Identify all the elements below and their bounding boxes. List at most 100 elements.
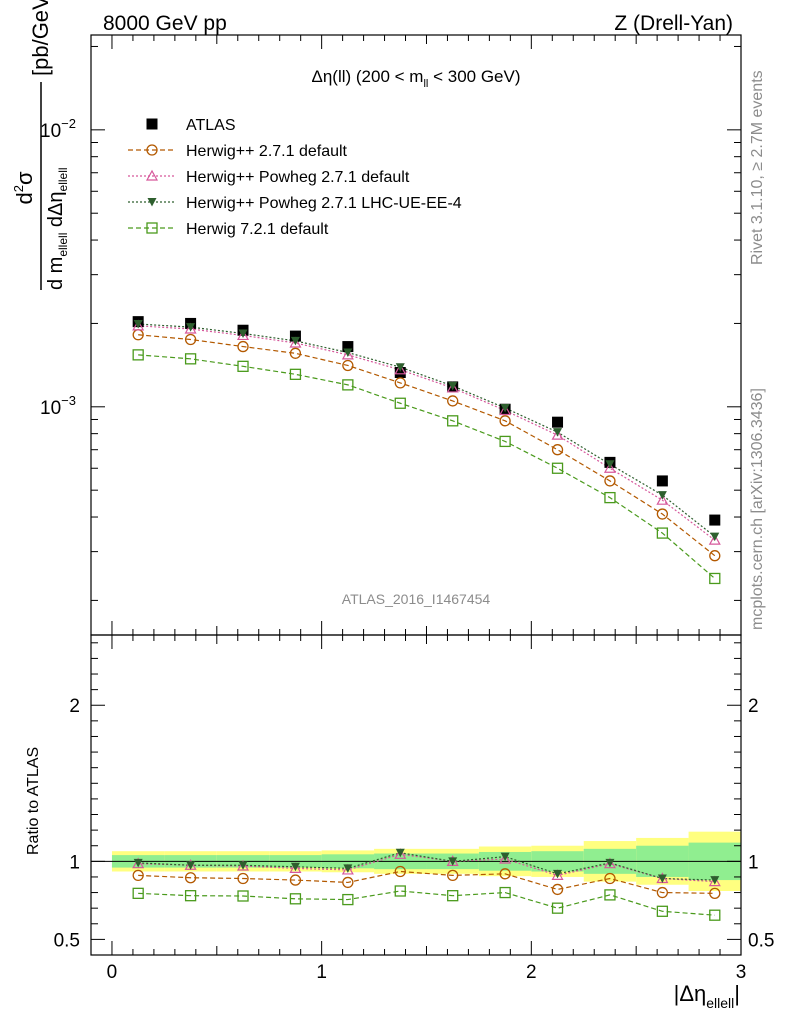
main-line-herwig-powheg-2-7-1-lhc-ue-ee-4 — [138, 323, 716, 538]
ratio-y-tick-label-left: 0.5 — [54, 930, 80, 951]
ratio-point-herwig-2-7-1-default — [499, 868, 511, 880]
main-point-atlas — [394, 367, 406, 379]
ratio-point-herwig-7-2-1-default — [551, 902, 564, 914]
main-point-herwig-powheg-2-7-1-lhc-ue-ee-4 — [133, 320, 143, 329]
main-point-herwig-7-2-1-default — [237, 360, 249, 372]
main-point-herwig-powheg-2-7-1-default — [236, 329, 250, 341]
main-point-herwig-2-7-1-default — [656, 508, 669, 520]
ratio-point-herwig-powheg-2-7-1-lhc-ue-ee-4 — [500, 852, 510, 862]
header-left-label: 8000 GeV pp — [103, 12, 227, 35]
main-point-atlas — [552, 416, 564, 428]
main-point-herwig-7-2-1-default — [656, 527, 669, 539]
legend-marker-atlas — [146, 118, 158, 130]
ratio-line-herwig-7-2-1-default — [138, 890, 715, 916]
main-y-tick-label: 10−2 — [40, 116, 76, 142]
ratio-point-herwig-2-7-1-default — [447, 869, 459, 882]
ratio-y-axis-label: Ratio to ATLAS — [25, 747, 42, 855]
ratio-point-herwig-2-7-1-default — [551, 883, 564, 896]
ratio-y-tick-label-right: 1 — [748, 852, 759, 873]
ratio-point-herwig-powheg-2-7-1-default — [289, 862, 302, 873]
main-point-herwig-powheg-2-7-1-lhc-ue-ee-4 — [605, 460, 615, 469]
main-point-herwig-7-2-1-default — [184, 353, 197, 365]
ratio-point-herwig-powheg-2-7-1-default — [394, 848, 407, 859]
ratio-point-herwig-2-7-1-default — [184, 872, 197, 884]
ratio-point-herwig-7-2-1-default — [237, 890, 249, 902]
main-point-herwig-powheg-2-7-1-default — [603, 462, 616, 473]
main-point-herwig-powheg-2-7-1-default — [708, 533, 721, 545]
ratio-point-herwig-powheg-2-7-1-lhc-ue-ee-4 — [186, 861, 196, 870]
ratio-point-herwig-powheg-2-7-1-default — [708, 875, 721, 887]
main-point-herwig-powheg-2-7-1-default — [394, 363, 407, 375]
main-point-herwig-powheg-2-7-1-lhc-ue-ee-4 — [186, 323, 196, 332]
main-panel-title: Δη(ll) (200 < mll < 300 GeV) — [311, 67, 520, 90]
ratio-point-herwig-2-7-1-default — [394, 865, 406, 878]
ratio-point-herwig-2-7-1-default — [709, 887, 721, 899]
main-line-herwig-2-7-1-default — [138, 334, 716, 557]
main-point-herwig-powheg-2-7-1-lhc-ue-ee-4 — [710, 532, 720, 542]
main-point-herwig-7-2-1-default — [289, 368, 302, 380]
legend-label-herwig-powheg-2-7-1-lhc-ue-ee-4: Herwig++ Powheg 2.7.1 LHC-UE-EE-4 — [186, 195, 462, 212]
main-point-herwig-powheg-2-7-1-lhc-ue-ee-4 — [553, 428, 563, 437]
main-point-herwig-powheg-2-7-1-default — [132, 319, 145, 331]
ratio-point-herwig-powheg-2-7-1-lhc-ue-ee-4 — [553, 869, 563, 879]
x-tick-label: 0 — [107, 962, 118, 983]
x-tick-label: 1 — [316, 962, 327, 983]
ratio-line-herwig-powheg-2-7-1-lhc-ue-ee-4 — [138, 852, 715, 881]
ratio-point-herwig-7-2-1-default — [289, 893, 302, 905]
main-point-herwig-2-7-1-default — [342, 359, 354, 372]
ratio-point-herwig-powheg-2-7-1-lhc-ue-ee-4 — [395, 848, 405, 858]
main-point-herwig-7-2-1-default — [132, 349, 144, 361]
ratio-line-herwig-powheg-2-7-1-default — [138, 853, 715, 883]
ratio-point-herwig-powheg-2-7-1-lhc-ue-ee-4 — [290, 862, 300, 872]
main-point-herwig-powheg-2-7-1-default — [499, 404, 512, 416]
main-point-herwig-2-7-1-default — [289, 347, 302, 359]
main-point-herwig-7-2-1-default — [709, 572, 721, 585]
ratio-y-tick-label-right: 0.5 — [748, 930, 774, 951]
ratio-point-herwig-powheg-2-7-1-lhc-ue-ee-4 — [238, 861, 248, 870]
svg-text:[pb/GeV]: [pb/GeV] — [28, 0, 53, 76]
ratio-point-herwig-powheg-2-7-1-default — [551, 869, 564, 880]
main-point-herwig-powheg-2-7-1-default — [341, 348, 354, 360]
ratio-point-herwig-powheg-2-7-1-lhc-ue-ee-4 — [343, 864, 353, 873]
main-point-atlas — [289, 330, 301, 342]
main-point-herwig-powheg-2-7-1-lhc-ue-ee-4 — [238, 329, 248, 338]
ratio-point-herwig-powheg-2-7-1-default — [603, 857, 616, 869]
ratio-point-herwig-powheg-2-7-1-lhc-ue-ee-4 — [448, 857, 458, 866]
main-point-herwig-powheg-2-7-1-default — [656, 493, 669, 505]
ratio-y-tick-label-right: 2 — [748, 696, 759, 717]
main-point-herwig-7-2-1-default — [499, 435, 511, 448]
svg-text:d mellell dΔηellell: d mellell dΔηellell — [45, 167, 70, 290]
ratio-point-herwig-powheg-2-7-1-lhc-ue-ee-4 — [657, 874, 667, 884]
header-right-label: Z (Drell-Yan) — [614, 12, 733, 35]
main-line-herwig-powheg-2-7-1-default — [138, 325, 716, 541]
ratio-point-herwig-2-7-1-default — [237, 872, 249, 885]
legend-label-atlas: ATLAS — [186, 117, 236, 134]
ratio-point-herwig-powheg-2-7-1-lhc-ue-ee-4 — [605, 858, 615, 868]
ratio-point-herwig-7-2-1-default — [709, 909, 721, 921]
ratio-point-herwig-7-2-1-default — [342, 893, 354, 906]
main-point-herwig-2-7-1-default — [499, 415, 511, 427]
main-point-herwig-powheg-2-7-1-lhc-ue-ee-4 — [500, 404, 510, 413]
ratio-point-herwig-7-2-1-default — [604, 889, 616, 901]
ratio-point-herwig-powheg-2-7-1-default — [341, 863, 354, 875]
main-point-herwig-powheg-2-7-1-lhc-ue-ee-4 — [395, 363, 405, 372]
legend-label-herwig-2-7-1-default: Herwig++ 2.7.1 default — [186, 143, 348, 160]
legend-marker-herwig-2-7-1-default — [146, 144, 158, 156]
ratio-point-herwig-2-7-1-default — [656, 886, 669, 899]
ratio-y-tick-label-left: 2 — [69, 696, 80, 717]
legend-label-herwig-powheg-2-7-1-default: Herwig++ Powheg 2.7.1 default — [186, 169, 410, 186]
main-y-tick-label: 10−3 — [40, 393, 76, 419]
ratio-point-herwig-2-7-1-default — [132, 869, 144, 882]
rivet-version-label: Rivet 3.1.10, ≥ 2.7M events — [749, 70, 766, 265]
x-axis-label: |Δηellell| — [674, 981, 740, 1011]
main-point-herwig-2-7-1-default — [184, 333, 197, 346]
main-point-herwig-7-2-1-default — [604, 491, 616, 504]
x-tick-label: 3 — [736, 962, 747, 983]
ratio-point-herwig-7-2-1-default — [499, 886, 511, 899]
main-point-herwig-7-2-1-default — [447, 415, 459, 427]
ratio-point-herwig-powheg-2-7-1-lhc-ue-ee-4 — [710, 876, 720, 885]
legend-marker-herwig-powheg-2-7-1-default — [145, 169, 159, 181]
ratio-point-herwig-7-2-1-default — [656, 905, 669, 917]
main-point-herwig-powheg-2-7-1-lhc-ue-ee-4 — [290, 336, 300, 346]
